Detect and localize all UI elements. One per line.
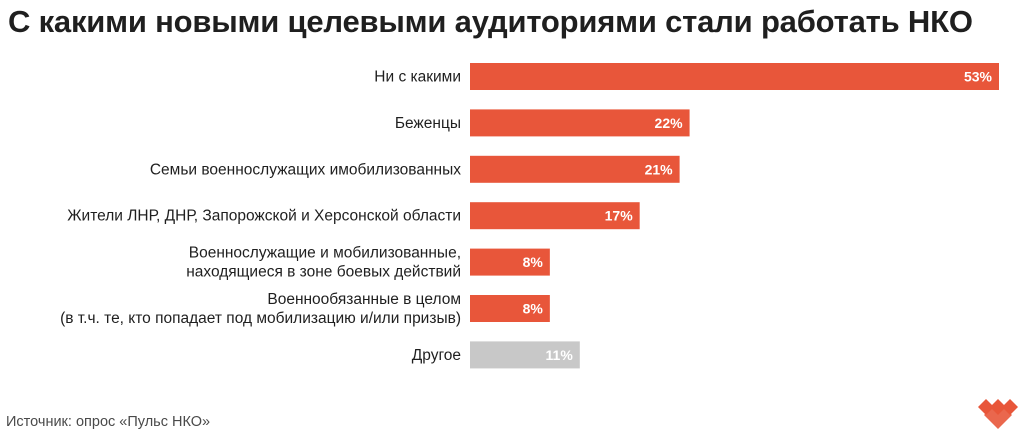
bar bbox=[470, 155, 680, 183]
bar-value-label: 8% bbox=[523, 254, 544, 270]
bar-value-label: 17% bbox=[605, 208, 634, 224]
category-label: Беженцы bbox=[395, 115, 461, 132]
category-label: Ни с какими bbox=[374, 69, 461, 86]
bar-value-label: 8% bbox=[523, 301, 544, 317]
category-label: Семьи военнослужащих имобилизованных bbox=[150, 161, 461, 178]
bar bbox=[470, 248, 550, 276]
brand-logo-icon bbox=[978, 399, 1018, 429]
category-label-line: Жители ЛНР, ДНР, Запорожской и Херсонско… bbox=[67, 208, 461, 225]
bar-value-label: 21% bbox=[645, 161, 674, 177]
chart-title: С какими новыми целевыми аудиториями ста… bbox=[8, 4, 973, 39]
source-note: Источник: опрос «Пульс НКО» bbox=[6, 414, 211, 430]
category-label-line: находящиеся в зоне боевых действий bbox=[186, 264, 461, 281]
bar bbox=[470, 63, 999, 90]
bar bbox=[470, 295, 550, 322]
category-label: Военнослужащие и мобилизованные, находящи… bbox=[186, 245, 461, 281]
category-label: Жители ЛНР, ДНР, Запорожской и Херсонско… bbox=[67, 208, 461, 225]
bar bbox=[470, 109, 690, 137]
category-label-line: (в т.ч. те, кто попадает под мобилизацию… bbox=[60, 310, 461, 327]
bar-value-label: 11% bbox=[546, 347, 574, 363]
category-label: Другое bbox=[412, 347, 461, 364]
category-label-line: Военнослужащие и мобилизованные, bbox=[189, 245, 461, 262]
bar bbox=[470, 202, 640, 230]
category-label: Военнообязанные в целом (в т.ч. те, кто п… bbox=[60, 291, 461, 327]
bar bbox=[470, 341, 580, 369]
category-label-line: Ни с какими bbox=[374, 69, 461, 86]
category-label-line: Семьи военнослужащих имобилизованных bbox=[150, 161, 461, 178]
bar-value-label: 53% bbox=[964, 69, 993, 85]
category-label-line: Другое bbox=[412, 347, 461, 364]
category-label-line: Беженцы bbox=[395, 115, 461, 132]
category-label-line: Военнообязанные в целом bbox=[267, 291, 461, 308]
bar-value-label: 22% bbox=[655, 115, 684, 131]
